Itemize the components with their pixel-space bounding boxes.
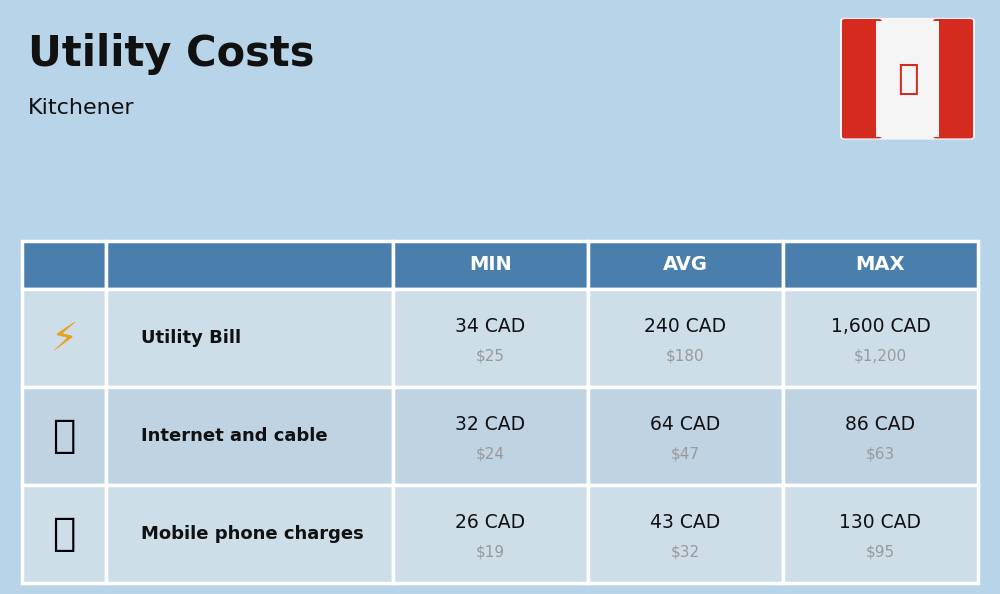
FancyBboxPatch shape	[840, 18, 975, 140]
FancyBboxPatch shape	[22, 485, 106, 583]
Text: Kitchener: Kitchener	[28, 98, 135, 118]
Text: 86 CAD: 86 CAD	[845, 415, 916, 434]
Text: Utility Costs: Utility Costs	[28, 33, 314, 75]
FancyBboxPatch shape	[393, 241, 588, 289]
FancyBboxPatch shape	[106, 241, 393, 289]
Text: 130 CAD: 130 CAD	[839, 513, 921, 532]
FancyBboxPatch shape	[933, 19, 973, 138]
Text: 240 CAD: 240 CAD	[644, 317, 727, 336]
Text: Mobile phone charges: Mobile phone charges	[141, 525, 363, 544]
Text: 📶: 📶	[52, 418, 76, 455]
FancyBboxPatch shape	[783, 485, 978, 583]
Text: $63: $63	[866, 447, 895, 462]
FancyBboxPatch shape	[393, 387, 588, 485]
FancyBboxPatch shape	[106, 289, 393, 387]
FancyBboxPatch shape	[106, 485, 393, 583]
Text: ⚡: ⚡	[50, 320, 78, 357]
Text: $180: $180	[666, 349, 705, 364]
Text: 🍁: 🍁	[897, 62, 918, 96]
Text: Utility Bill: Utility Bill	[141, 329, 241, 347]
FancyBboxPatch shape	[588, 387, 783, 485]
Text: $1,200: $1,200	[854, 349, 907, 364]
FancyBboxPatch shape	[22, 387, 106, 485]
FancyBboxPatch shape	[106, 387, 393, 485]
FancyBboxPatch shape	[22, 289, 106, 387]
Text: AVG: AVG	[663, 255, 708, 274]
FancyBboxPatch shape	[842, 19, 882, 138]
Text: 32 CAD: 32 CAD	[455, 415, 526, 434]
Text: 📱: 📱	[52, 516, 76, 553]
FancyBboxPatch shape	[393, 289, 588, 387]
Text: 1,600 CAD: 1,600 CAD	[831, 317, 930, 336]
FancyBboxPatch shape	[783, 241, 978, 289]
FancyBboxPatch shape	[588, 485, 783, 583]
Text: $95: $95	[866, 545, 895, 560]
Text: $47: $47	[671, 447, 700, 462]
FancyBboxPatch shape	[588, 241, 783, 289]
Text: 64 CAD: 64 CAD	[650, 415, 721, 434]
Text: 43 CAD: 43 CAD	[650, 513, 721, 532]
Text: $19: $19	[476, 545, 505, 560]
FancyBboxPatch shape	[876, 21, 939, 137]
Text: $24: $24	[476, 447, 505, 462]
Text: $32: $32	[671, 545, 700, 560]
Text: MIN: MIN	[469, 255, 512, 274]
Text: 34 CAD: 34 CAD	[455, 317, 526, 336]
Text: Internet and cable: Internet and cable	[141, 427, 327, 446]
Text: MAX: MAX	[856, 255, 905, 274]
FancyBboxPatch shape	[588, 289, 783, 387]
FancyBboxPatch shape	[393, 485, 588, 583]
FancyBboxPatch shape	[22, 241, 106, 289]
FancyBboxPatch shape	[783, 289, 978, 387]
Text: $25: $25	[476, 349, 505, 364]
FancyBboxPatch shape	[783, 387, 978, 485]
Text: 26 CAD: 26 CAD	[455, 513, 526, 532]
